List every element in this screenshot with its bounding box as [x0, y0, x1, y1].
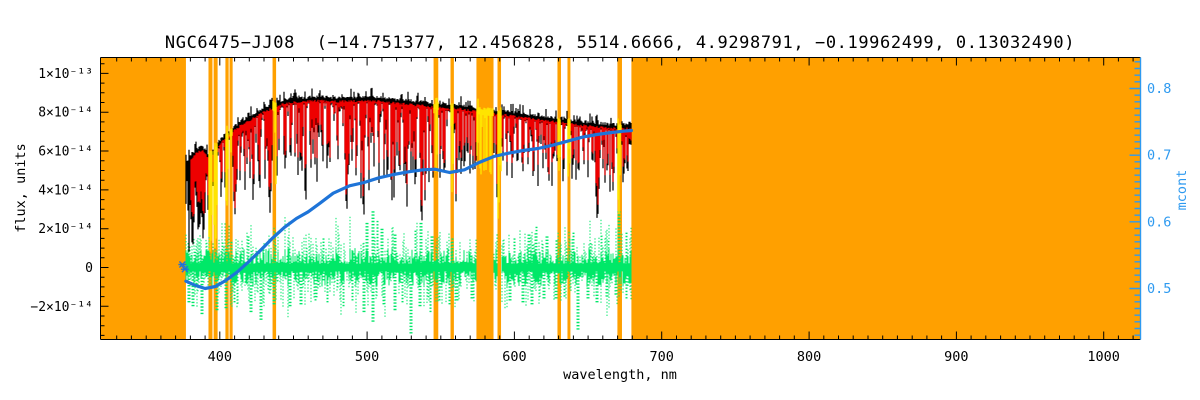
y-left-tick-label: 4×10⁻¹⁴: [38, 183, 93, 198]
x-axis-label: wavelength, nm: [563, 367, 677, 383]
axis-ticks: [100, 57, 1134, 340]
masked-region-band: [567, 57, 571, 340]
y-left-tick-label: 8×10⁻¹⁴: [38, 106, 93, 121]
masked-region-band: [450, 57, 454, 340]
x-tick-label: 800: [797, 349, 821, 365]
masked-region-band: [433, 57, 439, 340]
residual-errorbars: [185, 211, 632, 334]
right-axis-ticks: [1129, 61, 1141, 336]
y-left-tick-label: 6×10⁻¹⁴: [38, 145, 93, 160]
masked-region-band: [476, 57, 494, 340]
y-right-tick-label: 0.6: [1147, 214, 1171, 230]
mcont-curve: [184, 128, 633, 291]
x-tick-label: 700: [650, 349, 674, 365]
mcont-start-marker: [178, 261, 187, 268]
mcont-start-marker: [180, 265, 189, 273]
x-tick-label: 600: [502, 349, 526, 365]
x-tick-label: 900: [944, 349, 968, 365]
y-axis-left-label: flux, units: [13, 143, 29, 233]
y-right-tick-label: 0.5: [1147, 281, 1171, 297]
masked-region-band: [229, 57, 233, 340]
y-right-tick-label: 0.8: [1147, 81, 1171, 97]
masked-region-band: [557, 57, 561, 340]
masked-region-band: [100, 57, 186, 340]
y-left-tick-label: 0: [85, 261, 93, 276]
best-fit-series: [190, 99, 632, 217]
x-tick-label: 1000: [1087, 349, 1120, 365]
y-right-tick-label: 0.7: [1147, 148, 1171, 164]
plot-title: NGC6475−JJ08 (−14.751377, 12.456828, 551…: [164, 33, 1076, 53]
masked-region-band: [631, 57, 1141, 340]
y-left-tick-label: 2×10⁻¹⁴: [38, 222, 93, 237]
y-left-tick-label: 1×10⁻¹³: [38, 67, 93, 82]
x-tick-label: 400: [208, 349, 232, 365]
y-axis-right-label: mcont: [1174, 169, 1190, 211]
x-tick-label: 500: [355, 349, 379, 365]
plot-frame: [100, 57, 1141, 340]
masked-region-band: [272, 57, 277, 340]
y-left-tick-label: −2×10⁻¹⁴: [30, 300, 93, 315]
